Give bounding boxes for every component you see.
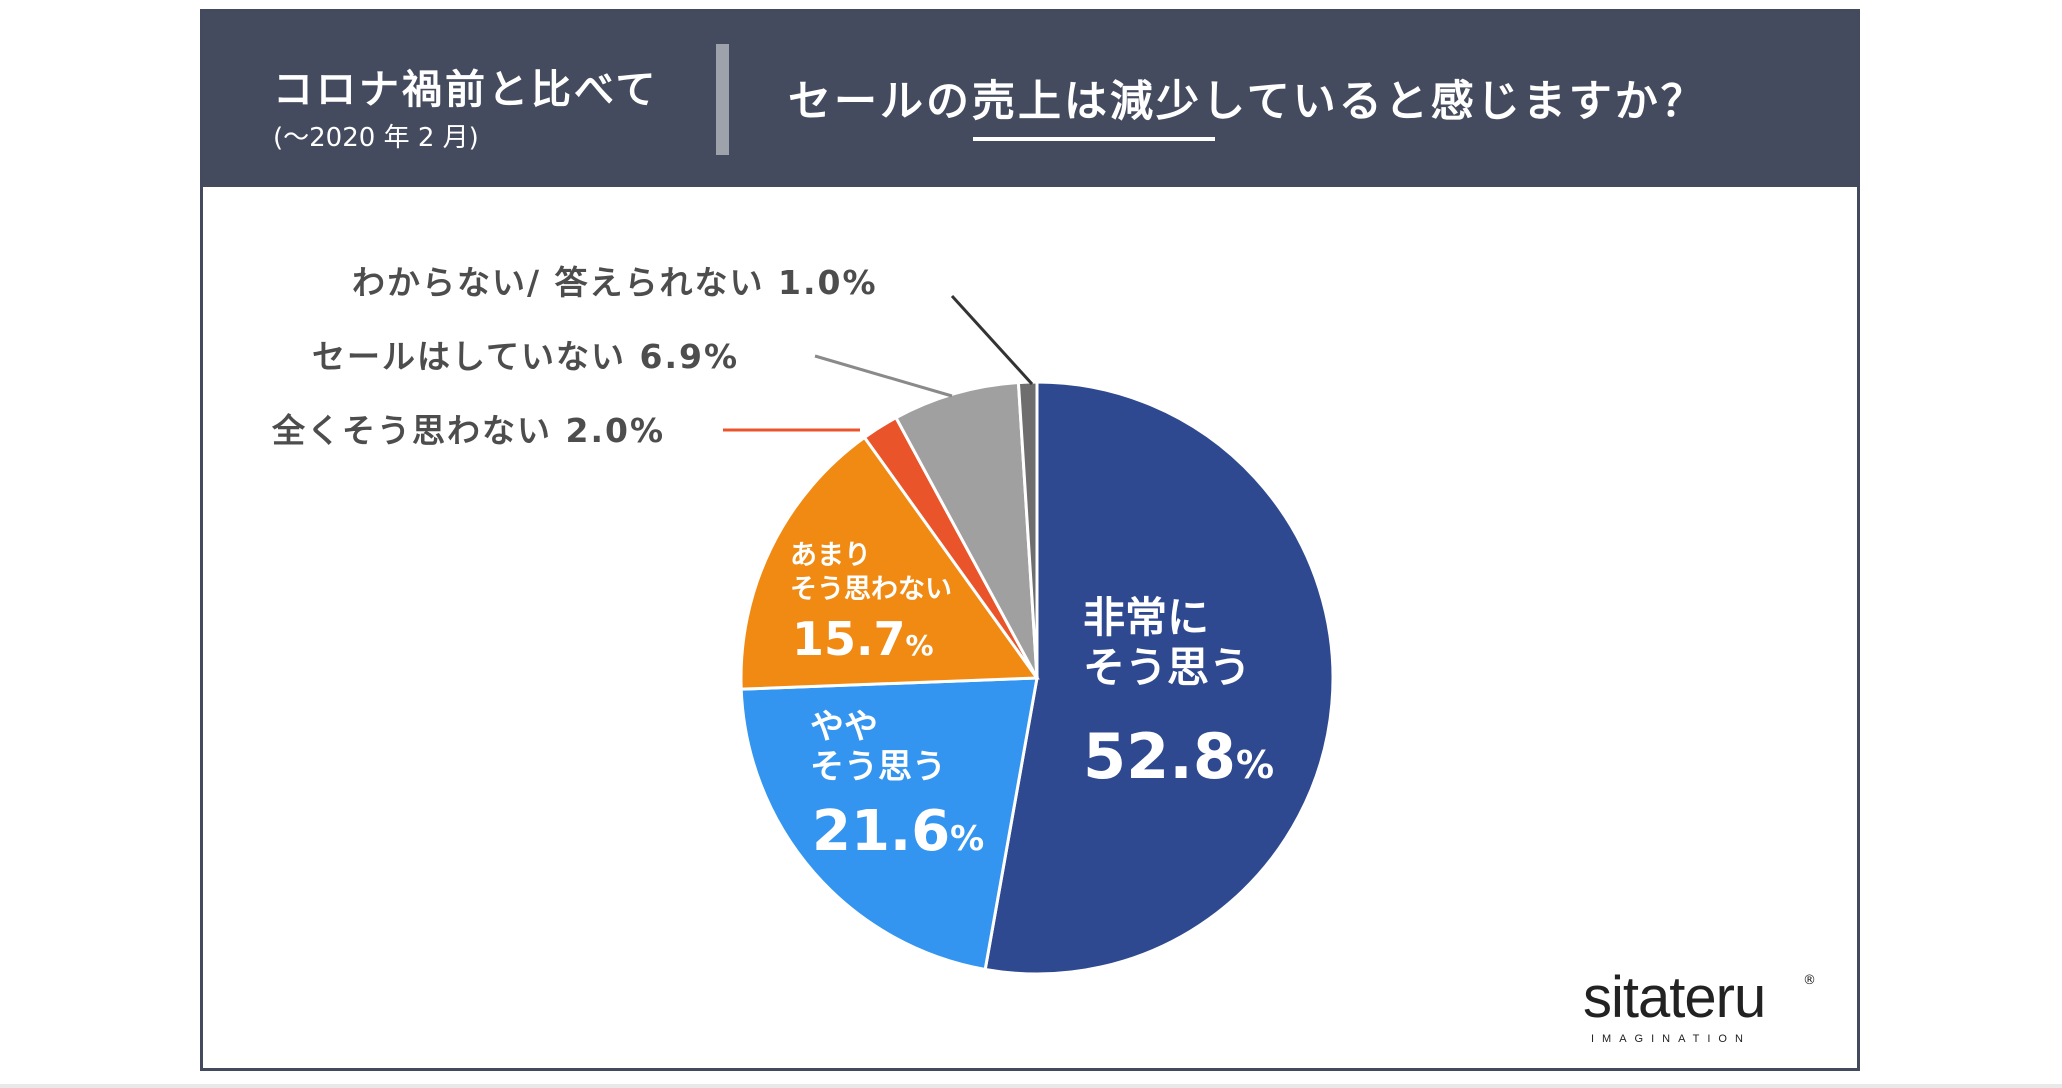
chart-title: セールの売上は減少していると感じますか？	[788, 77, 1707, 127]
percent-somewhat: %	[950, 819, 984, 859]
value-not-much: 15.7	[792, 612, 906, 666]
header-divider	[716, 44, 729, 155]
slice-somewhat	[739, 676, 1039, 972]
slice-not-much	[739, 435, 1040, 691]
label-dont-know: わからない/ 答えられない 1.0%	[352, 263, 878, 302]
chart-header: コロナ禍前と比べて (〜2020 年 2 月) セールの売上は減少していると感じ…	[203, 12, 1857, 187]
value-somewhat: 21.6	[812, 799, 950, 864]
bottom-rule	[0, 1084, 2062, 1088]
label-not-much-value: 15.7%	[792, 612, 934, 666]
logo-subtitle: IMAGINATION	[1591, 1033, 1751, 1045]
label-very-much-value: 52.8%	[1083, 720, 1274, 793]
title-underline	[973, 137, 1215, 141]
leader-line-no-sale	[814, 354, 953, 398]
label-somewhat-line2: そう思う	[810, 747, 946, 787]
leader-lines	[723, 294, 1034, 432]
percent-not-much: %	[906, 629, 934, 662]
label-not-at-all: 全くそう思わない 2.0%	[271, 411, 665, 450]
slice-no-sale	[894, 380, 1039, 679]
label-not-much-line1: あまり	[790, 540, 871, 571]
pie-slices	[739, 380, 1335, 976]
value-very-much: 52.8	[1083, 720, 1236, 793]
slice-dont-know	[1016, 380, 1039, 679]
logo-wordmark: sitateru	[1583, 965, 1766, 1030]
label-somewhat-value: 21.6%	[812, 799, 984, 864]
label-very-much-line1: 非常に	[1083, 593, 1209, 642]
label-not-much-line2: そう思わない	[790, 574, 952, 605]
logo-registered-mark: ®	[1803, 973, 1816, 988]
label-somewhat-line1: やや	[810, 707, 878, 747]
label-very-much-line2: そう思う	[1083, 643, 1251, 692]
sitateru-logo: sitateru ® IMAGINATION	[1583, 967, 1833, 1047]
header-period: (〜2020 年 2 月)	[273, 123, 479, 153]
header-lead: コロナ禍前と比べて	[273, 67, 659, 113]
percent-very-much: %	[1236, 743, 1274, 787]
leader-line-dont-know	[950, 294, 1034, 386]
label-no-sale: セールはしていない 6.9%	[312, 337, 739, 376]
slice-very-much	[983, 380, 1335, 976]
